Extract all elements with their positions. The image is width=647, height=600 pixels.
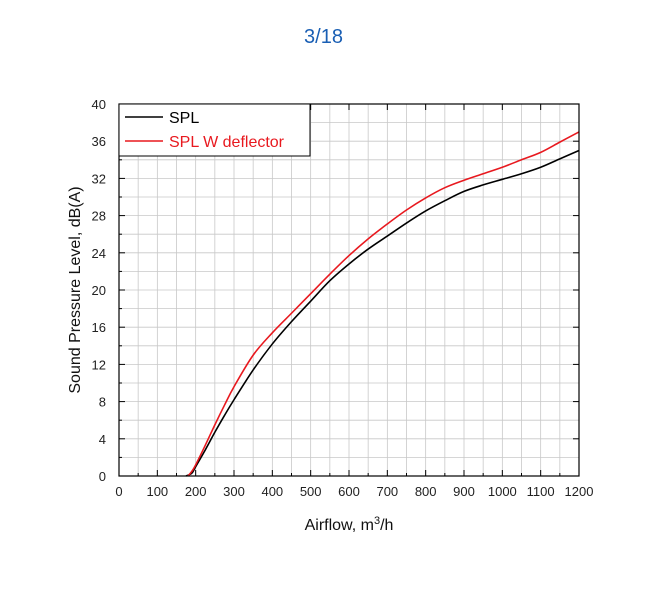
y-tick-label: 0 bbox=[99, 469, 106, 484]
y-tick-label: 20 bbox=[92, 283, 106, 298]
x-tick-label: 500 bbox=[300, 484, 322, 499]
chart-series bbox=[185, 131, 580, 477]
series-line-spl bbox=[185, 149, 580, 477]
x-tick-label: 600 bbox=[338, 484, 360, 499]
y-axis-title: Sound Pressure Level, dB(A) bbox=[67, 186, 84, 393]
x-axis-title-base: Airflow, m bbox=[305, 517, 374, 534]
x-tick-label: 400 bbox=[261, 484, 283, 499]
y-tick-labels: 0 4 8 12 16 20 24 28 32 36 40 bbox=[92, 97, 106, 484]
legend-label-spl-w-deflector: SPL W deflector bbox=[169, 134, 285, 151]
y-tick-label: 4 bbox=[99, 432, 106, 447]
x-tick-label: 700 bbox=[376, 484, 398, 499]
chart-grid bbox=[119, 104, 579, 476]
chart-legend: SPL SPL W deflector bbox=[118, 103, 311, 157]
x-axis-title: Airflow, m3/h bbox=[305, 515, 394, 534]
y-tick-label: 12 bbox=[92, 357, 106, 372]
x-tick-label: 900 bbox=[453, 484, 475, 499]
y-tick-label: 28 bbox=[92, 209, 106, 224]
y-tick-label: 32 bbox=[92, 171, 106, 186]
series-line-spl-w-deflector bbox=[187, 131, 580, 477]
legend-label-spl: SPL bbox=[169, 110, 199, 127]
x-tick-labels: 0 100 200 300 400 500 600 700 800 900 1000 1100 1200 bbox=[115, 484, 593, 499]
y-tick-label: 24 bbox=[92, 246, 106, 261]
x-tick-label: 800 bbox=[415, 484, 437, 499]
y-tick-label: 40 bbox=[92, 97, 106, 112]
x-tick-label: 1100 bbox=[527, 484, 555, 499]
x-tick-label: 300 bbox=[223, 484, 245, 499]
legend-box bbox=[118, 103, 311, 157]
x-tick-label: 100 bbox=[146, 484, 168, 499]
x-tick-label: 1000 bbox=[488, 484, 517, 499]
x-tick-label: 0 bbox=[115, 484, 122, 499]
x-tick-label: 200 bbox=[185, 484, 207, 499]
y-tick-label: 16 bbox=[92, 320, 106, 335]
page-indicator: 3/18 bbox=[304, 26, 343, 48]
x-axis-title-sup: 3 bbox=[374, 515, 380, 527]
x-axis-title-tail: /h bbox=[380, 517, 393, 534]
y-tick-label: 8 bbox=[99, 395, 106, 410]
x-tick-label: 1200 bbox=[565, 484, 594, 499]
y-tick-label: 36 bbox=[92, 134, 106, 149]
